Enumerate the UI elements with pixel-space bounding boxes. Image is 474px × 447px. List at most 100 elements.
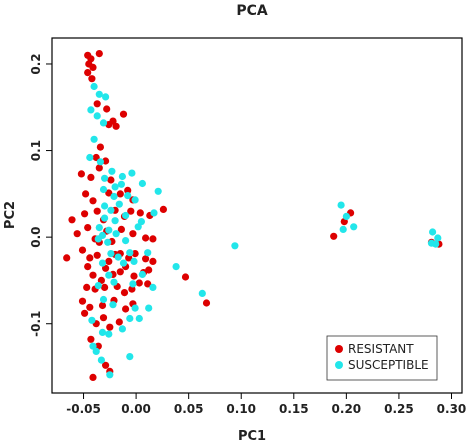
point-susceptible <box>92 347 100 355</box>
point-resistant <box>202 299 211 307</box>
point-susceptible <box>172 263 180 271</box>
point-susceptible <box>337 201 345 209</box>
point-resistant <box>95 164 103 172</box>
point-resistant <box>330 232 338 240</box>
point-resistant <box>93 100 101 108</box>
point-resistant <box>149 235 157 243</box>
point-susceptible <box>98 328 107 336</box>
x-axis-label: PC1 <box>238 429 266 444</box>
point-susceptible <box>89 342 97 350</box>
point-susceptible <box>107 206 115 214</box>
point-resistant <box>89 63 97 71</box>
chart-title: PCA <box>236 3 268 19</box>
point-susceptible <box>124 192 132 200</box>
point-resistant <box>89 271 97 279</box>
point-susceptible <box>97 356 105 364</box>
point-resistant <box>142 255 150 263</box>
point-resistant <box>102 264 110 272</box>
point-susceptible <box>101 214 109 222</box>
point-susceptible <box>105 226 113 234</box>
point-susceptible <box>342 212 350 220</box>
x-tick-label: 0.00 <box>121 402 151 416</box>
point-susceptible <box>99 295 108 304</box>
point-susceptible <box>114 253 122 261</box>
point-resistant <box>130 272 138 280</box>
legend-box <box>326 335 438 381</box>
point-resistant <box>119 110 128 118</box>
y-axis-label: PC2 <box>3 201 18 229</box>
point-susceptible <box>99 119 108 127</box>
x-tick-label: -0.05 <box>66 402 101 416</box>
y-tick-label: 0.1 <box>29 140 43 161</box>
point-resistant <box>84 224 92 232</box>
x-axis: -0.05 0.00 0.05 0.10 0.15 0.20 0.25 0.30 <box>66 393 466 416</box>
point-susceptible <box>144 249 152 257</box>
point-susceptible <box>134 223 142 231</box>
point-resistant <box>73 230 81 238</box>
point-resistant <box>101 283 109 291</box>
point-resistant <box>122 305 130 313</box>
plot-frame <box>51 37 463 394</box>
point-resistant <box>87 173 95 181</box>
point-resistant <box>135 279 143 287</box>
point-susceptible <box>131 196 139 204</box>
point-susceptible <box>154 187 162 195</box>
point-resistant <box>106 323 114 331</box>
point-resistant <box>81 210 89 218</box>
point-resistant <box>97 276 105 284</box>
point-susceptible <box>429 228 437 236</box>
y-tick-label: 0.0 <box>29 227 43 248</box>
point-resistant <box>124 186 132 194</box>
point-resistant <box>68 216 76 224</box>
point-susceptible <box>117 180 125 188</box>
point-susceptible <box>111 217 119 225</box>
point-susceptible <box>99 185 108 194</box>
point-susceptible <box>350 223 358 231</box>
point-susceptible <box>434 234 442 242</box>
point-resistant <box>103 105 111 113</box>
point-susceptible <box>432 240 440 248</box>
point-resistant <box>88 75 96 83</box>
y-axis: -0.1 0.0 0.1 0.2 <box>29 53 52 337</box>
point-susceptible <box>128 169 136 177</box>
x-tick-label: 0.25 <box>384 402 414 416</box>
y-tick-label: 0.2 <box>29 53 43 74</box>
point-susceptible <box>110 192 118 201</box>
point-susceptible <box>101 174 109 182</box>
point-susceptible <box>105 330 113 338</box>
point-susceptible <box>95 90 103 98</box>
point-susceptible <box>119 259 128 267</box>
point-resistant <box>89 373 97 381</box>
data-points <box>63 50 443 381</box>
x-tick-label: 0.10 <box>226 402 256 416</box>
point-resistant <box>142 234 150 242</box>
point-susceptible <box>107 250 115 258</box>
x-tick-label: 0.30 <box>437 402 467 416</box>
point-resistant <box>159 205 167 213</box>
point-resistant <box>84 263 92 271</box>
point-resistant <box>78 297 87 305</box>
point-susceptible <box>101 202 109 210</box>
point-susceptible <box>145 304 153 312</box>
point-resistant <box>102 361 110 369</box>
point-resistant <box>95 50 103 58</box>
point-resistant <box>149 257 157 265</box>
point-resistant <box>120 289 129 297</box>
point-susceptible <box>118 325 126 333</box>
point-susceptible <box>106 371 114 379</box>
point-susceptible <box>108 167 116 175</box>
point-resistant <box>87 335 95 343</box>
point-resistant <box>144 280 152 288</box>
point-resistant <box>86 254 94 262</box>
point-susceptible <box>109 301 117 309</box>
point-susceptible <box>130 257 138 265</box>
point-susceptible <box>87 106 95 114</box>
point-susceptible <box>88 316 96 324</box>
point-susceptible <box>118 172 126 181</box>
point-resistant <box>136 209 144 217</box>
point-resistant <box>84 69 92 77</box>
legend-label-resistant: RESISTANT <box>348 342 414 356</box>
point-resistant <box>96 143 104 151</box>
point-susceptible <box>94 235 102 243</box>
